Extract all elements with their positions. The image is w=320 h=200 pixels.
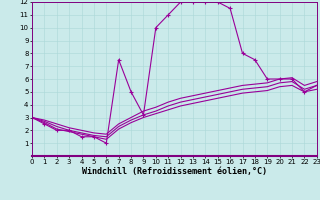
X-axis label: Windchill (Refroidissement éolien,°C): Windchill (Refroidissement éolien,°C) xyxy=(82,167,267,176)
